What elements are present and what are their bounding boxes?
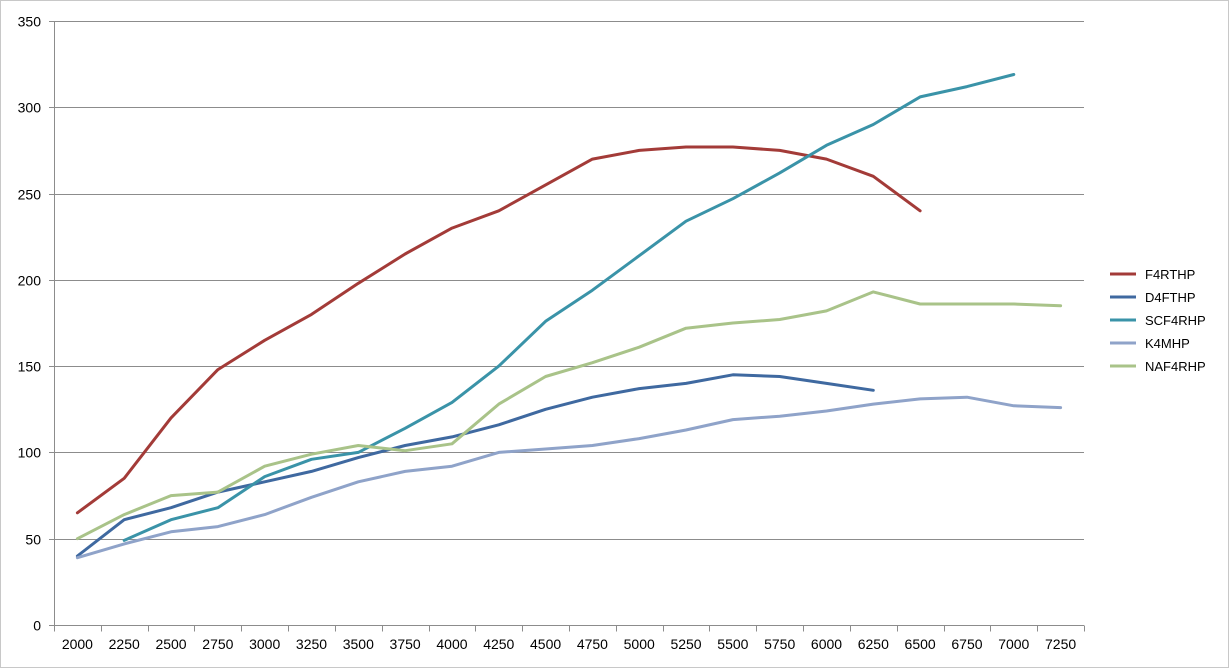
x-tick-label: 7000 [998,636,1029,652]
y-tick-label: 300 [18,100,42,116]
x-tick-label: 4750 [577,636,608,652]
x-tick-label: 3000 [249,636,280,652]
series-line-scf4rhp [122,73,1016,542]
y-tick-label: 350 [18,14,42,30]
x-tick-label: 5250 [670,636,701,652]
y-tick-label: 0 [33,618,41,634]
y-axis-tick-labels: 0 50 100 150 200 250 300 350 [18,14,42,634]
x-tick-label: 3750 [390,636,421,652]
series-line-f4rthp [75,145,922,515]
series-line-d4fthp [75,373,875,558]
legend-label: SCF4RHP [1145,313,1206,328]
x-tick-label: 3500 [343,636,374,652]
series-lines [75,73,1063,560]
series-line-k4mhp [75,395,1063,560]
x-tick-label: 4500 [530,636,561,652]
x-tick-label: 6750 [951,636,982,652]
y-tick-label: 250 [18,187,42,203]
y-tick-label: 100 [18,445,42,461]
x-tick-label: 3250 [296,636,327,652]
x-tick-label: 2000 [62,636,93,652]
legend-label: K4MHP [1145,336,1190,351]
y-tick-label: 200 [18,273,42,289]
x-tick-label: 5500 [717,636,748,652]
x-tick-label: 5750 [764,636,795,652]
x-tick-label: 6000 [811,636,842,652]
x-tick-label: 2500 [155,636,186,652]
axes [49,21,1085,632]
x-tick-label: 6250 [858,636,889,652]
x-tick-label: 7250 [1045,636,1076,652]
x-tick-label: 5000 [624,636,655,652]
x-axis-tick-labels: 2000 2250 2500 2750 3000 3250 3500 3750 4000 4250… [62,636,1077,652]
y-tick-label: 50 [25,532,41,548]
x-tick-label: 4000 [436,636,467,652]
series-line-naf4rhp [75,290,1063,541]
x-tick-label: 2750 [202,636,233,652]
legend-label: NAF4RHP [1145,359,1206,374]
y-tick-label: 150 [18,359,42,375]
legend-label: F4RTHP [1145,267,1195,282]
gridlines [54,21,1084,540]
x-tick-label: 2250 [109,636,140,652]
legend: F4RTHP D4FTHP SCF4RHP K4MHP NAF4RHP [1110,267,1206,374]
x-tick-label: 4250 [483,636,514,652]
legend-label: D4FTHP [1145,290,1196,305]
x-tick-label: 6500 [905,636,936,652]
